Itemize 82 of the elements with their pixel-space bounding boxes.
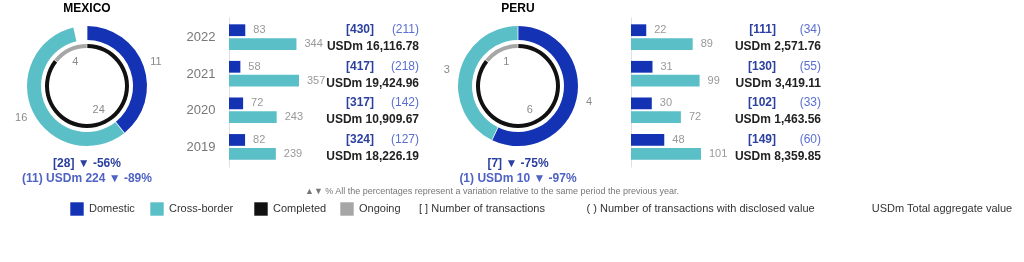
category-label: Domestic (89, 202, 136, 214)
chart-title: MEXICO (63, 1, 111, 15)
data-label: 30 (659, 96, 673, 109)
y-tick-label: 2022 (186, 29, 216, 45)
text: USDm 1,463.56 (734, 112, 822, 127)
bar (631, 111, 681, 124)
category-label: Ongoing (359, 202, 401, 214)
text: [130] (747, 58, 776, 73)
text: (1) USDm 10 ▼ -97% (459, 171, 577, 185)
bar (631, 38, 693, 50)
text: USDm 18,226.19 (326, 148, 420, 163)
text: [430] (345, 22, 374, 37)
text: (33) (799, 95, 821, 110)
text: USDm Total aggregate value (871, 202, 1013, 214)
text: (218) (390, 58, 419, 73)
text: (142) (390, 95, 419, 110)
text: USDm 10,909.67 (326, 112, 420, 127)
bar (229, 97, 244, 110)
data-label: 11 (150, 54, 162, 67)
text: (60) (799, 131, 821, 146)
text: (211) (391, 22, 419, 37)
bar (631, 24, 647, 37)
bar (229, 38, 297, 50)
y-tick-label: 2020 (186, 102, 216, 118)
text: [149] (747, 131, 776, 146)
bar (631, 97, 652, 110)
bar (229, 111, 277, 124)
category-label: Cross-border (169, 202, 234, 214)
data-label: 239 (283, 146, 303, 159)
text: USDm 8,359.85 (734, 148, 822, 163)
data-label: 4 (72, 54, 79, 67)
bar (229, 24, 246, 37)
bar (229, 60, 241, 73)
data-label: 72 (251, 96, 264, 109)
data-label: 48 (672, 132, 685, 145)
bar (631, 147, 701, 160)
text: (127) (390, 131, 419, 146)
text: [102] (747, 95, 776, 110)
text: USDm 16,116.78 (326, 39, 420, 54)
data-label: 89 (700, 37, 713, 50)
text: [111] (749, 22, 776, 37)
data-label: 101 (709, 146, 728, 159)
text: USDm 19,424.96 (326, 75, 420, 90)
data-label: 83 (253, 23, 266, 36)
data-label: 58 (248, 59, 261, 72)
bar (229, 74, 299, 87)
bar (229, 134, 246, 146)
text: (11) USDm 224 ▼ -89% (22, 171, 153, 185)
data-label: 82 (253, 132, 266, 145)
y-tick-label: 2019 (186, 138, 216, 154)
data-label: 99 (707, 73, 720, 86)
bar (631, 134, 665, 146)
data-label: 31 (660, 59, 673, 72)
text: [ ] Number of transactions (419, 202, 546, 214)
text: [317] (345, 95, 374, 110)
data-label: 344 (304, 37, 323, 50)
text: [28] ▼ -56% (53, 156, 122, 170)
data-label: 243 (284, 110, 304, 123)
text: (34) (799, 22, 821, 37)
text: USDm 2,571.76 (734, 39, 822, 54)
data-label: 22 (654, 23, 667, 36)
bar (631, 74, 700, 87)
text: (55) (799, 58, 821, 73)
text: [417] (345, 58, 374, 73)
data-label: 16 (15, 110, 28, 123)
data-label: 3 (443, 62, 450, 75)
text: ▲▼ % All the percentages represent a variation relative to the same period the previous year. (304, 186, 680, 196)
bar (229, 147, 276, 160)
text: [7] ▼ -75% (487, 156, 549, 170)
data-label: 357 (307, 73, 326, 86)
data-label: 6 (526, 103, 533, 116)
text: USDm 3,419.11 (735, 75, 822, 90)
data-label: 72 (688, 110, 702, 123)
y-tick-label: 2021 (186, 65, 216, 81)
text: ( ) Number of transactions with disclosed value (586, 202, 815, 214)
text: [324] (345, 131, 374, 146)
category-label: Completed (273, 202, 327, 214)
chart-title: PERU (501, 1, 535, 15)
data-label: 24 (92, 103, 105, 116)
data-label: 1 (503, 54, 510, 67)
data-label: 4 (586, 95, 593, 108)
bar (631, 60, 653, 73)
